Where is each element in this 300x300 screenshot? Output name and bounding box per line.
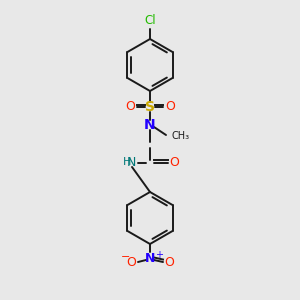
Text: O: O	[165, 100, 175, 113]
Text: −: −	[121, 252, 131, 262]
Text: O: O	[169, 157, 179, 169]
Text: +: +	[155, 250, 163, 260]
Text: N: N	[127, 157, 136, 169]
Text: O: O	[125, 100, 135, 113]
Text: O: O	[164, 256, 174, 268]
Text: N: N	[144, 118, 156, 132]
Text: Cl: Cl	[144, 14, 156, 27]
Text: N: N	[145, 251, 155, 265]
Text: CH₃: CH₃	[172, 131, 190, 141]
Text: H: H	[123, 157, 131, 167]
Text: O: O	[126, 256, 136, 268]
Text: S: S	[145, 100, 155, 114]
